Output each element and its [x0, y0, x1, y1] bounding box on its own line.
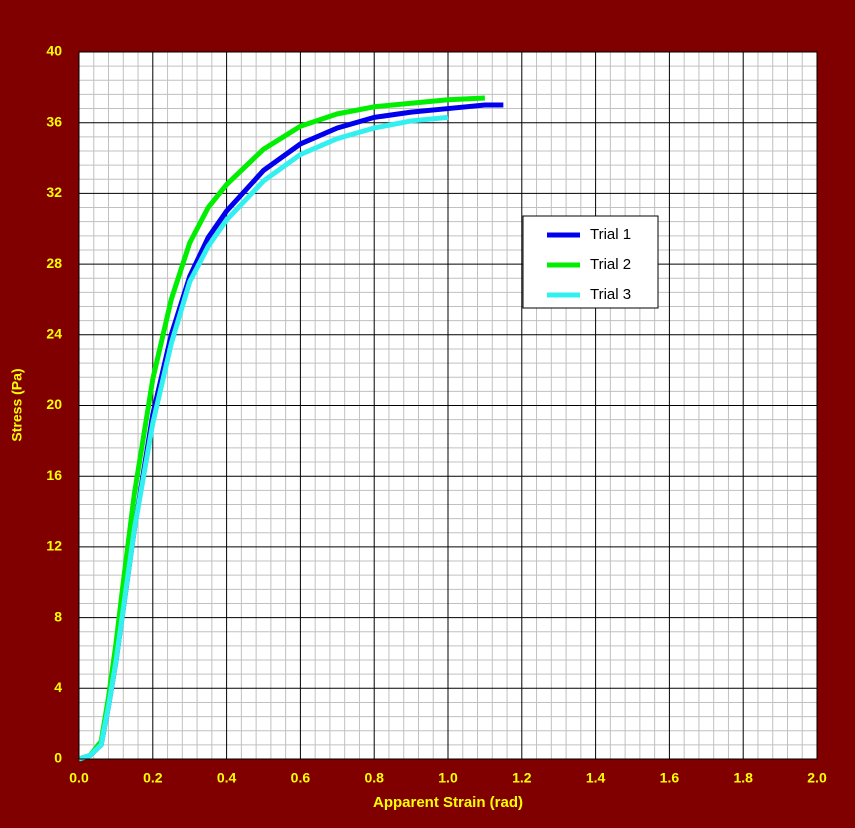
y-tick-label: 28	[46, 255, 62, 271]
grid	[78, 51, 818, 760]
x-tick-label: 1.4	[586, 770, 606, 786]
x-axis-label: Apparent Strain (rad)	[373, 794, 523, 811]
plot-frame	[78, 51, 818, 760]
y-tick-label: 24	[46, 326, 62, 342]
x-tick-label: 1.8	[733, 770, 753, 786]
legend-label: Trial 1	[590, 226, 631, 243]
legend-label: Trial 2	[590, 256, 631, 273]
series-line	[78, 114, 449, 762]
legend-label: Trial 3	[590, 286, 631, 303]
x-tick-label: 1.0	[438, 770, 458, 786]
y-tick-label: 40	[46, 43, 62, 59]
y-tick-label: 0	[54, 750, 62, 766]
y-tick-label: 32	[46, 184, 62, 200]
x-tick-label: 1.6	[660, 770, 680, 786]
x-tick-label: 2.0	[807, 770, 827, 786]
x-tick-label: 0.0	[69, 770, 89, 786]
legend-box	[522, 215, 659, 309]
x-tick-label: 1.2	[512, 770, 532, 786]
x-tick-label: 0.8	[364, 770, 384, 786]
lines	[78, 95, 504, 762]
x-tick-label: 0.2	[143, 770, 163, 786]
y-tick-label: 4	[54, 679, 62, 695]
y-tick-label: 20	[46, 396, 62, 412]
x-tick-label: 0.4	[217, 770, 237, 786]
y-tick-label: 8	[54, 608, 62, 624]
y-tick-label: 16	[46, 467, 62, 483]
y-tick-label: 12	[46, 538, 62, 554]
y-tick-label: 36	[46, 113, 62, 129]
x-tick-label: 0.6	[291, 770, 311, 786]
y-axis-label: Stress (Pa)	[9, 368, 25, 441]
legend: Trial 1 Trial 2 Trial 3	[522, 215, 659, 309]
